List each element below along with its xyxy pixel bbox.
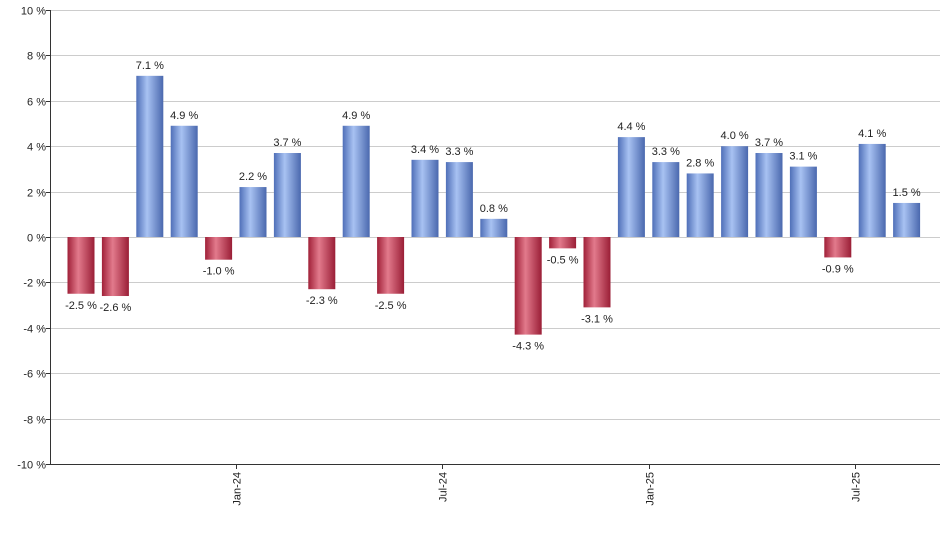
y-tick-label: 0 %: [27, 233, 46, 245]
data-label: 3.7 %: [755, 137, 783, 149]
y-tick-label: 2 %: [27, 188, 46, 200]
data-label: 3.3 %: [652, 146, 680, 158]
data-labels: -2.5 % -2.6 %7.1 %4.9 %-1.0 %2.2 %3.7 %-2…: [65, 60, 921, 353]
y-tick-label: -8 %: [23, 415, 46, 427]
data-label: 3.7 %: [273, 137, 301, 149]
data-label: 3.4 %: [411, 144, 439, 156]
bar: [893, 202, 921, 237]
bar: [273, 153, 301, 237]
data-label: 3.1 %: [789, 151, 817, 163]
bar: [205, 237, 233, 260]
bar: [686, 173, 714, 237]
data-label: 3.3 %: [445, 146, 473, 158]
bar: [652, 162, 680, 237]
bar: [858, 143, 886, 237]
x-tick-label: Jul-24: [438, 472, 450, 502]
data-label: 1.5 %: [893, 187, 921, 199]
data-label: -4.3 %: [512, 341, 544, 353]
bar: [514, 237, 542, 335]
y-tick-label: 10 %: [21, 6, 46, 18]
data-label: 4.9 %: [170, 110, 198, 122]
bar: [789, 166, 817, 237]
data-label: -2.3 %: [306, 295, 338, 307]
y-tick-label: 6 %: [27, 97, 46, 109]
bar: [239, 187, 267, 237]
bar: [377, 237, 405, 294]
y-axis: 10 % 8 % 6 % 4 % 2 % 0 % -2 % -4 % -6 % -8 % -10 %: [17, 6, 51, 472]
bar: [583, 237, 611, 308]
data-label: 4.9 %: [342, 110, 370, 122]
y-tick-label: 4 %: [27, 142, 46, 154]
y-tick-label: -6 %: [23, 369, 46, 381]
bar: [170, 125, 198, 237]
bar: [755, 153, 783, 237]
bar: [824, 237, 852, 258]
bar: [308, 237, 336, 290]
data-label: 4.1 %: [858, 128, 886, 140]
bars: [67, 75, 921, 335]
bar: [101, 237, 129, 297]
y-tick-label: -10 %: [17, 460, 46, 472]
data-label: 4.0 %: [721, 130, 749, 142]
x-tick-label: Jan-24: [232, 472, 244, 506]
bar: [445, 162, 473, 237]
bar: [549, 237, 577, 249]
y-tick-label: 8 %: [27, 51, 46, 63]
data-label: -1.0 %: [203, 266, 235, 278]
data-label: 2.8 %: [686, 157, 714, 169]
bar: [342, 125, 370, 237]
x-tick-label: Jan-25: [645, 472, 657, 506]
bar: [67, 237, 95, 294]
data-label: 2.2 %: [239, 171, 267, 183]
data-label: -3.1 %: [581, 313, 613, 325]
y-tick-label: -4 %: [23, 324, 46, 336]
data-label: -2.6 %: [100, 302, 132, 314]
grid-lines: [50, 10, 940, 465]
bar: [721, 146, 749, 237]
data-label: 4.4 %: [617, 121, 645, 133]
bar: [617, 137, 645, 237]
data-label: -2.5 %: [375, 300, 407, 312]
y-tick-label: -2 %: [23, 278, 46, 290]
data-label: -0.5 %: [547, 254, 579, 266]
data-label: -0.9 %: [822, 263, 854, 275]
data-label: -2.5 %: [65, 300, 97, 312]
bar: [480, 218, 508, 237]
data-label: 0.8 %: [480, 203, 508, 215]
x-axis: Jan-24 Jul-24 Jan-25 Jul-25: [50, 464, 940, 506]
data-label: 7.1 %: [136, 60, 164, 72]
x-tick-label: Jul-25: [851, 472, 863, 502]
bar: [136, 75, 164, 237]
bar: [411, 159, 439, 237]
